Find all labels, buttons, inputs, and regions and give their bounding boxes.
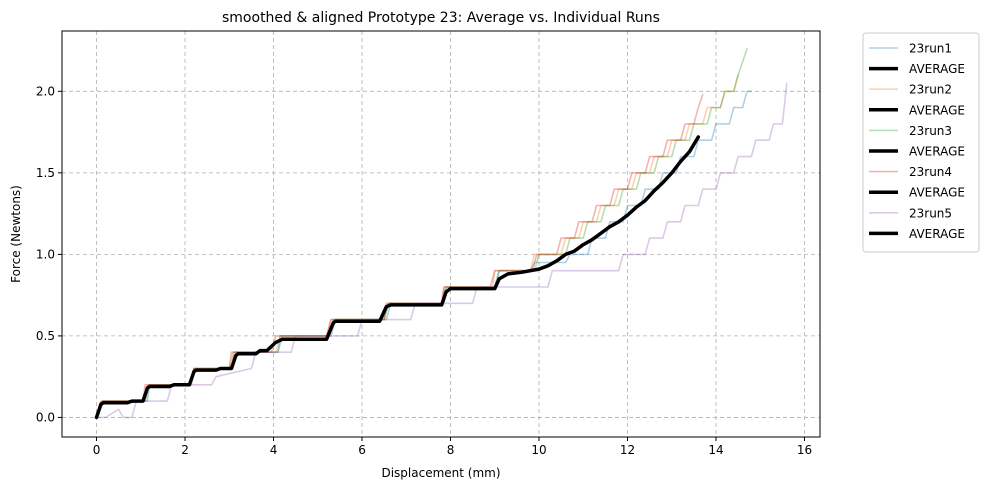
legend-label: AVERAGE [909,103,965,117]
legend-label: 23run4 [909,165,952,179]
x-tick-label: 2 [181,443,189,457]
chart-title: smoothed & aligned Prototype 23: Average… [222,10,660,26]
series-layer [94,48,788,420]
y-tick-label: 0.0 [36,410,55,424]
legend-label: AVERAGE [909,145,965,159]
x-tick-label: 16 [797,443,812,457]
y-tick-label: 2.0 [36,84,55,98]
x-axis-label: Displacement (mm) [381,466,500,480]
grid [62,31,820,437]
plot-frame [61,30,821,438]
y-tick-label: 1.5 [36,166,55,180]
x-tick-label: 8 [447,443,455,457]
legend-label: AVERAGE [909,227,965,241]
series-line-average [94,135,701,420]
legend-label: AVERAGE [909,186,965,200]
x-tick-label: 10 [531,443,546,457]
legend-label: 23run5 [909,206,952,220]
legend-label: AVERAGE [909,62,965,76]
y-tick-label: 0.5 [36,329,55,343]
y-axis: 0.0 0.5 1.0 1.5 2.0 [36,84,62,424]
x-axis: 0 2 4 6 8 10 12 14 16 [93,437,812,457]
x-tick-label: 12 [620,443,635,457]
x-tick-label: 4 [270,443,278,457]
legend: 23run1 AVERAGE 23run2 AVERAGE 23run3 AVERAGE 2… [862,32,980,253]
x-tick-label: 14 [708,443,723,457]
legend-label: 23run1 [909,42,952,56]
y-tick-label: 1.0 [36,247,55,261]
legend-label: 23run2 [909,83,952,97]
legend-label: 23run3 [909,124,952,138]
y-axis-label: Force (Newtons) [9,185,23,283]
legend-frame [862,32,980,253]
x-tick-label: 6 [358,443,366,457]
x-tick-label: 0 [93,443,101,457]
